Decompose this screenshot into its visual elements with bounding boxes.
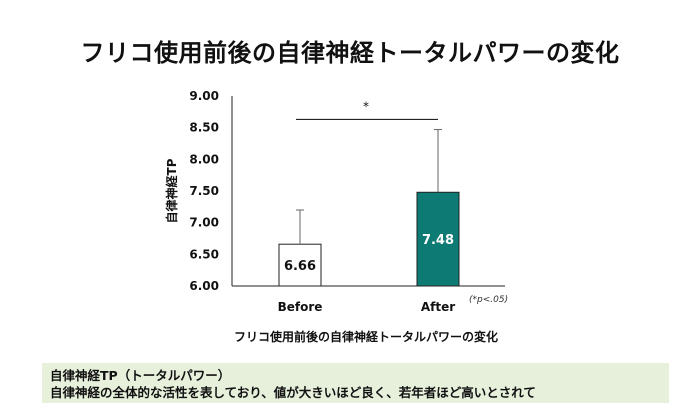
significance-star: *	[363, 99, 369, 113]
value-labels: 6.66 7.48	[284, 233, 454, 274]
y-tick-label: 7.00	[189, 216, 219, 230]
y-tick-labels: 6.00 6.50 7.00 7.50 8.00 8.50 9.00	[189, 89, 219, 293]
y-tick-label: 9.00	[189, 89, 219, 103]
bars	[278, 191, 460, 287]
footnote-text: 自律神経の全体的な活性を表しており、値が大きいほど良く、若年者ほど高いとされて	[50, 385, 536, 400]
value-label: 6.66	[284, 259, 316, 274]
y-tick-label: 6.50	[189, 247, 219, 261]
page-title: フリコ使用前後の自律神経トータルパワーの変化	[80, 39, 620, 67]
x-tick-label: Before	[278, 300, 323, 314]
significance-marker: *	[296, 99, 438, 121]
bar-before	[278, 243, 322, 287]
x-tick-label: After	[421, 300, 455, 314]
value-label: 7.48	[422, 233, 454, 248]
y-axis-label: 自律神経TP	[164, 158, 179, 223]
y-tick-label: 6.00	[189, 279, 219, 293]
footnote-box: 自律神経TP（トータルパワー） 自律神経の全体的な活性を表しており、値が大きいほ…	[42, 363, 669, 403]
y-tick-label: 8.50	[189, 121, 219, 135]
footnote-title: 自律神経TP（トータルパワー）	[50, 368, 231, 383]
x-axis-label: フリコ使用前後の自律神経トータルパワーの変化	[234, 329, 498, 344]
error-bars	[296, 129, 442, 245]
significance-note: (*p<.05)	[469, 295, 508, 305]
x-tick-labels: Before After	[278, 300, 456, 314]
chart-axes	[231, 96, 505, 287]
y-tick-label: 8.00	[189, 152, 219, 166]
bar-after	[416, 191, 460, 287]
y-tick-label: 7.50	[189, 184, 219, 198]
